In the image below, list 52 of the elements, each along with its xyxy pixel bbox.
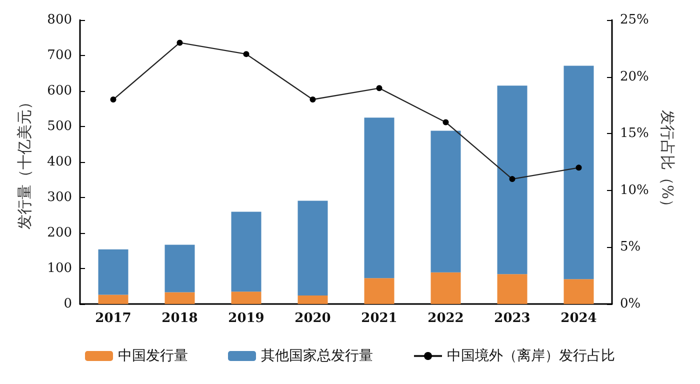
y-tick-label: 700 — [47, 48, 72, 63]
y2-axis-title: 发行占比（%） — [658, 110, 676, 214]
y2-tick-label: 5% — [620, 240, 641, 255]
y2-tick-label: 10% — [620, 182, 649, 198]
y-tick-label: 600 — [47, 84, 72, 98]
bar — [231, 292, 262, 304]
y-tick-label: 800 — [47, 12, 72, 28]
y-tick-label: 200 — [47, 226, 72, 240]
bar — [564, 279, 594, 304]
point — [243, 51, 250, 58]
point — [176, 40, 183, 46]
x-tick-label: 2023 — [494, 311, 530, 326]
bar — [298, 200, 328, 296]
bar — [164, 292, 195, 304]
legend-label: 中国境外（离岸）发行占比 — [447, 348, 615, 364]
legend-label: 其他国家总发行量 — [261, 348, 373, 364]
x-tick-label: 2021 — [361, 311, 398, 326]
bar — [564, 66, 594, 280]
bar — [497, 86, 528, 274]
point — [310, 96, 316, 103]
bar — [98, 249, 128, 295]
y-tick-label: 100 — [47, 261, 72, 276]
x-tick-label: 2019 — [228, 311, 264, 326]
point — [376, 85, 382, 92]
y-tick-label: 500 — [47, 119, 72, 134]
point — [576, 164, 582, 171]
y-tick-label: 300 — [47, 190, 72, 205]
x-tick-label: 2017 — [95, 311, 132, 326]
bar — [231, 212, 262, 292]
x-tick-label: 2024 — [560, 311, 597, 326]
y-tick-label: 0 — [64, 296, 72, 312]
bar — [164, 244, 195, 292]
bar — [497, 274, 528, 304]
x-tick-label: 2020 — [294, 311, 331, 326]
point — [110, 96, 116, 103]
x-tick-label: 2018 — [162, 311, 198, 326]
bar — [430, 272, 461, 304]
bar — [298, 295, 328, 304]
bar — [98, 294, 128, 304]
bar — [364, 118, 394, 278]
y2-tick-label: 20% — [620, 69, 649, 84]
y2-tick-label: 15% — [620, 126, 649, 142]
y2-tick-label: 25% — [620, 12, 649, 28]
legend-label: 中国发行量 — [118, 348, 188, 364]
x-tick-label: 2022 — [428, 311, 464, 326]
point — [509, 176, 516, 182]
y2-tick-label: 0% — [620, 296, 641, 312]
bar — [430, 130, 461, 272]
bar — [364, 278, 394, 304]
y-tick-label: 400 — [47, 154, 72, 170]
y-axis-title: 发行量（十亿美元） — [16, 94, 34, 230]
point — [442, 119, 449, 126]
